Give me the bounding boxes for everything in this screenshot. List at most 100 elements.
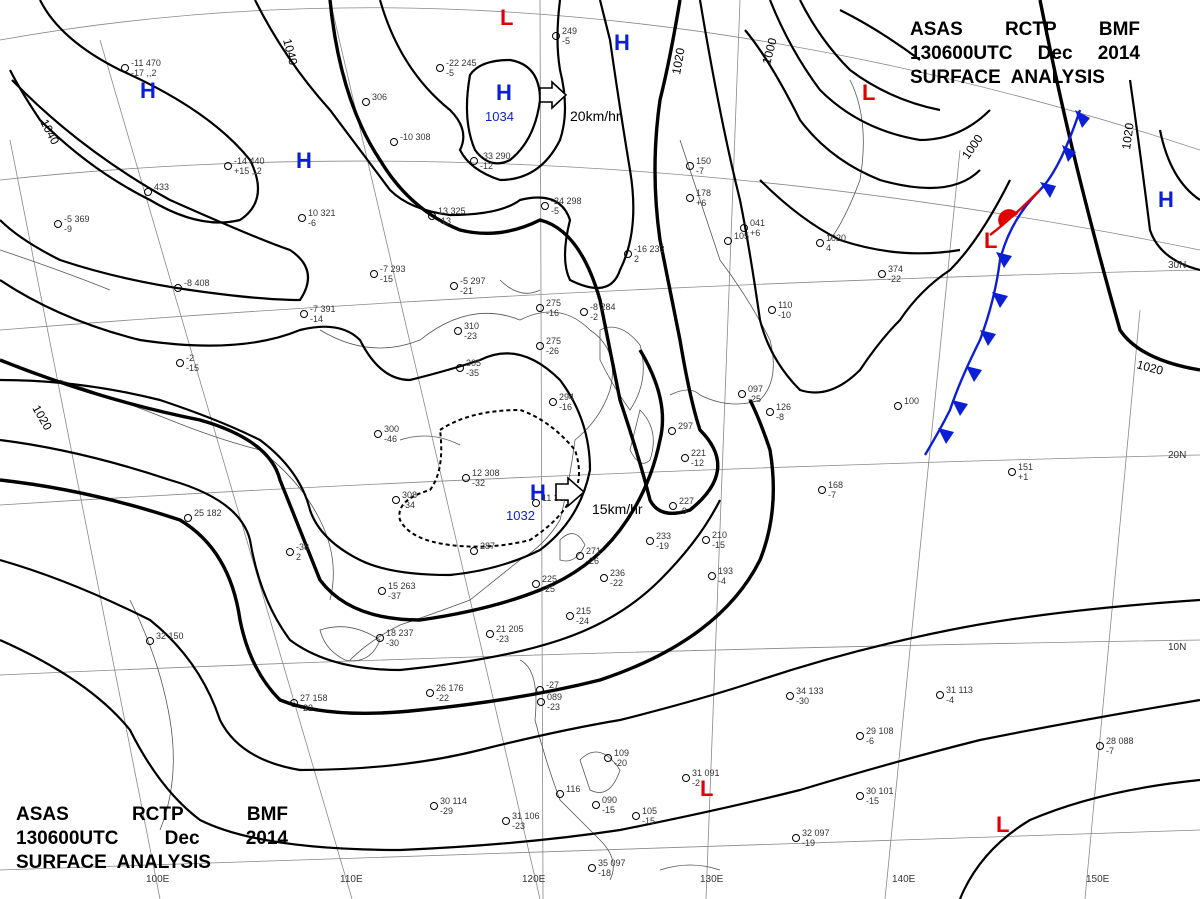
- station-plot: 21 205-23: [486, 624, 524, 644]
- station-circle: [708, 572, 716, 580]
- station-circle: [856, 732, 864, 740]
- station-tendency: -24: [576, 616, 589, 626]
- station-pressure: 236: [610, 568, 625, 578]
- station-tendency: -37: [388, 591, 401, 601]
- station-tendency: -14: [310, 314, 323, 324]
- station-pressure: 374: [888, 264, 903, 274]
- station-circle: [552, 32, 560, 40]
- station-tendency: 4: [826, 243, 831, 253]
- station-plot: 310-23: [454, 321, 479, 341]
- station-tendency: +1: [1018, 472, 1028, 482]
- title-bottom-month: Dec: [164, 828, 200, 849]
- station-plot: -5 369-9: [54, 214, 90, 234]
- station-pressure: 105: [642, 806, 657, 816]
- station-tendency: -34: [402, 500, 415, 510]
- station-tendency: -22: [888, 274, 901, 284]
- graticule-labels: 100E 110E 120E 130E 140E 150E 30N 20N 10…: [146, 260, 1186, 885]
- station-circle: [54, 220, 62, 228]
- station-pressure: 15 263: [388, 581, 416, 591]
- station-pressure: 18 237: [386, 628, 414, 638]
- low-center-kuril: L: [862, 80, 875, 105]
- station-tendency: -25: [542, 584, 555, 594]
- station-tendency: -15: [380, 274, 393, 284]
- station-tendency: -16: [546, 308, 559, 318]
- station-circle: [144, 188, 152, 196]
- station-circle: [566, 612, 574, 620]
- station-circle: [1008, 468, 1016, 476]
- station-pressure: -27: [546, 680, 559, 690]
- title-top-type: SURFACE ANALYSIS: [910, 67, 1105, 88]
- station-circle: [456, 364, 464, 372]
- station-plot: 27 158-22: [290, 693, 328, 713]
- high-center-ne: H: [614, 30, 630, 55]
- station-tendency: -15: [866, 796, 879, 806]
- station-circle: [374, 430, 382, 438]
- station-plot: 297: [668, 421, 693, 435]
- high-center-mongolia-1: H: [140, 78, 156, 103]
- station-tendency: -5: [551, 206, 559, 216]
- high-center-north: H: [496, 80, 512, 105]
- station-tendency: -35: [466, 368, 479, 378]
- station-plot: 210-15: [702, 530, 727, 550]
- title-top-time: 130600UTC: [910, 43, 1013, 64]
- meridian-label-140e: 140E: [892, 874, 916, 885]
- station-pressure: 126: [776, 402, 791, 412]
- station-plot: -7 293-15: [370, 264, 406, 284]
- station-tendency: -2: [590, 312, 598, 322]
- station-circle: [646, 537, 654, 545]
- station-tendency: -5: [446, 68, 454, 78]
- station-circle: [541, 202, 549, 210]
- station-plot: 110-10: [768, 300, 792, 320]
- station-circle: [580, 308, 588, 316]
- station-circle: [298, 214, 306, 222]
- station-tendency: -26: [586, 556, 599, 566]
- station-pressure: 433: [154, 182, 169, 192]
- station-pressure: -10 308: [400, 132, 431, 142]
- station-pressure: 300: [384, 424, 399, 434]
- station-plot: 25 182: [184, 508, 222, 522]
- station-plot: 225-25: [532, 574, 557, 594]
- station-tendency: -20: [614, 758, 627, 768]
- station-circle: [146, 637, 154, 645]
- station-tendency: +15 ,,2: [234, 166, 262, 176]
- chart-title-bottom: ASAS RCTP BMF 130600UTC Dec 2014 SURFACE…: [16, 803, 288, 875]
- station-pressure: 249: [562, 26, 577, 36]
- station-plot: -10 308: [390, 132, 431, 146]
- title-bottom-line1: ASAS RCTP BMF: [16, 803, 288, 827]
- station-plot: 12 308-32: [462, 468, 500, 488]
- station-circle: [532, 580, 540, 588]
- station-pressure: 34 133: [796, 686, 824, 696]
- chart-title-top: ASAS RCTP BMF 130600UTC Dec 2014 SURFACE…: [910, 18, 1140, 90]
- station-plot: 041+6: [740, 218, 765, 238]
- station-pressure: 193: [718, 566, 733, 576]
- station-plot: 300-46: [374, 424, 399, 444]
- station-plot: -2-15: [176, 353, 199, 373]
- station-circle: [450, 282, 458, 290]
- station-pressure: 168: [828, 480, 843, 490]
- station-plot: 275-16: [536, 298, 561, 318]
- station-pressure: 225: [542, 574, 557, 584]
- station-plot: 15 263-37: [378, 581, 416, 601]
- station-tendency: -21: [460, 286, 473, 296]
- station-tendency: -46: [384, 434, 397, 444]
- station-circle: [436, 64, 444, 72]
- station-tendency: -26: [546, 346, 559, 356]
- parallel-label-30n: 30N: [1168, 260, 1186, 271]
- station-pressure: -7 391: [310, 304, 336, 314]
- station-plot: -5 297-21: [450, 276, 486, 296]
- station-tendency: +6: [696, 198, 706, 208]
- station-tendency: -9: [679, 506, 687, 516]
- station-circle: [470, 547, 478, 555]
- title-bottom-time: 130600UTC: [16, 828, 119, 849]
- station-circle: [537, 698, 545, 706]
- station-circle: [462, 474, 470, 482]
- station-circle: [576, 552, 584, 560]
- station-pressure: 221: [691, 448, 706, 458]
- station-circle: [792, 834, 800, 842]
- station-pressure: -5 369: [64, 214, 90, 224]
- station-plot: -8 284-2: [580, 302, 616, 322]
